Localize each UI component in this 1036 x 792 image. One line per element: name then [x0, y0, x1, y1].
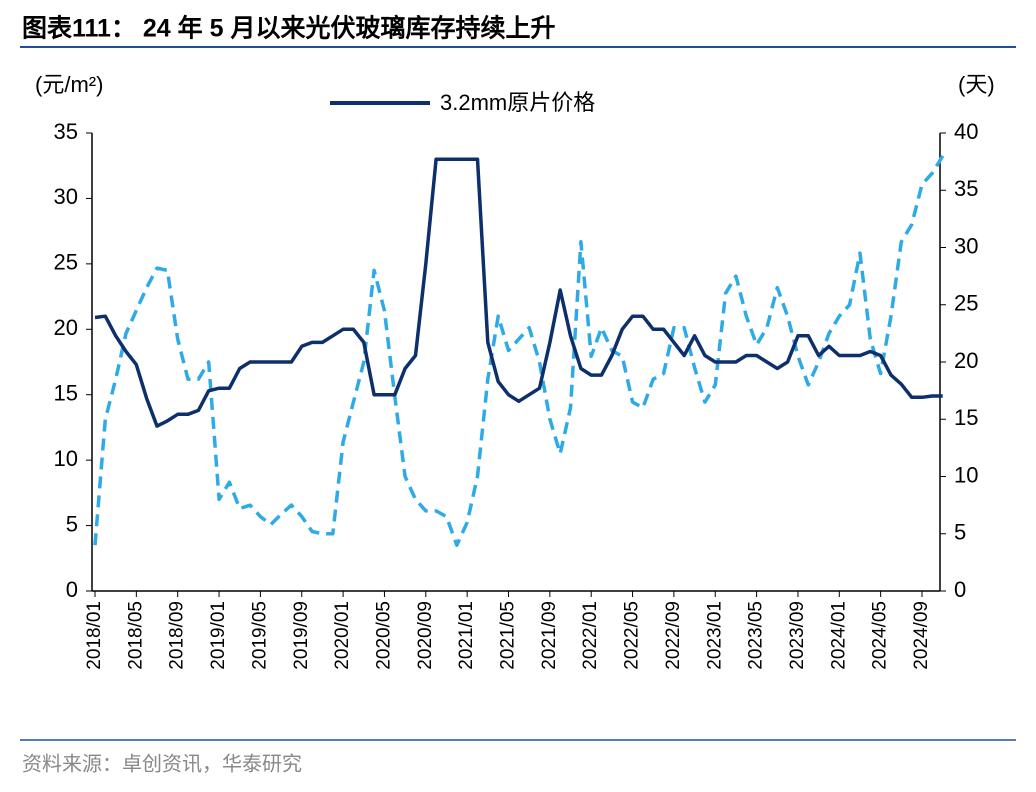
- x-tick-label: 2022/01: [580, 601, 601, 670]
- y2-tick-label: 30: [954, 233, 978, 258]
- series-line: [93, 154, 945, 547]
- x-tick-label: 2021/09: [539, 601, 560, 670]
- x-tick-label: 2024/05: [870, 601, 891, 670]
- y-tick-label: 25: [54, 250, 78, 275]
- y-tick-label: 5: [66, 511, 78, 536]
- chart-title: 图表111： 24 年 5 月以来光伏玻璃库存持续上升: [22, 14, 555, 43]
- x-tick-label: 2018/09: [167, 601, 188, 670]
- y2-tick-label: 0: [954, 577, 966, 602]
- source: 资料来源：卓创资讯，华泰研究: [22, 752, 302, 775]
- x-tick-label: 2023/05: [746, 601, 767, 670]
- y2-tick-label: 40: [954, 119, 978, 144]
- y2-tick-label: 20: [954, 348, 978, 373]
- x-tick-label: 2018/01: [84, 601, 105, 670]
- y2-tick-label: 10: [954, 462, 978, 487]
- x-tick-label: 2020/09: [415, 601, 436, 670]
- x-tick-label: 2019/09: [291, 601, 312, 670]
- x-tick-label: 2022/09: [663, 601, 684, 670]
- x-tick-label: 2020/05: [373, 601, 394, 670]
- series-line: [94, 157, 943, 428]
- x-tick-label: 2021/01: [456, 601, 477, 670]
- y-tick-label: 15: [54, 381, 78, 406]
- x-tick-label: 2024/01: [828, 601, 849, 670]
- x-tick-label: 2019/01: [208, 601, 229, 670]
- y2-tick-label: 15: [954, 405, 978, 430]
- legend-label: 3.2mm原片价格: [440, 90, 595, 115]
- x-tick-label: 2022/05: [622, 601, 643, 670]
- x-tick-label: 2023/01: [704, 601, 725, 670]
- y-tick-label: 10: [54, 446, 78, 471]
- y-tick-label: 35: [54, 119, 78, 144]
- y2-tick-label: 25: [954, 291, 978, 316]
- y2-axis-label: (天): [958, 72, 995, 97]
- y-tick-label: 20: [54, 315, 78, 340]
- x-tick-label: 2018/05: [125, 601, 146, 670]
- x-tick-label: 2021/05: [498, 601, 519, 670]
- y2-tick-label: 5: [954, 520, 966, 545]
- x-tick-label: 2023/09: [787, 601, 808, 670]
- y-tick-label: 0: [66, 577, 78, 602]
- x-tick-label: 2024/09: [911, 601, 932, 670]
- x-tick-label: 2020/01: [332, 601, 353, 670]
- y2-tick-label: 35: [954, 176, 978, 201]
- y-tick-label: 30: [54, 184, 78, 209]
- x-tick-label: 2019/05: [249, 601, 270, 670]
- y-axis-label: (元/m²): [35, 72, 103, 97]
